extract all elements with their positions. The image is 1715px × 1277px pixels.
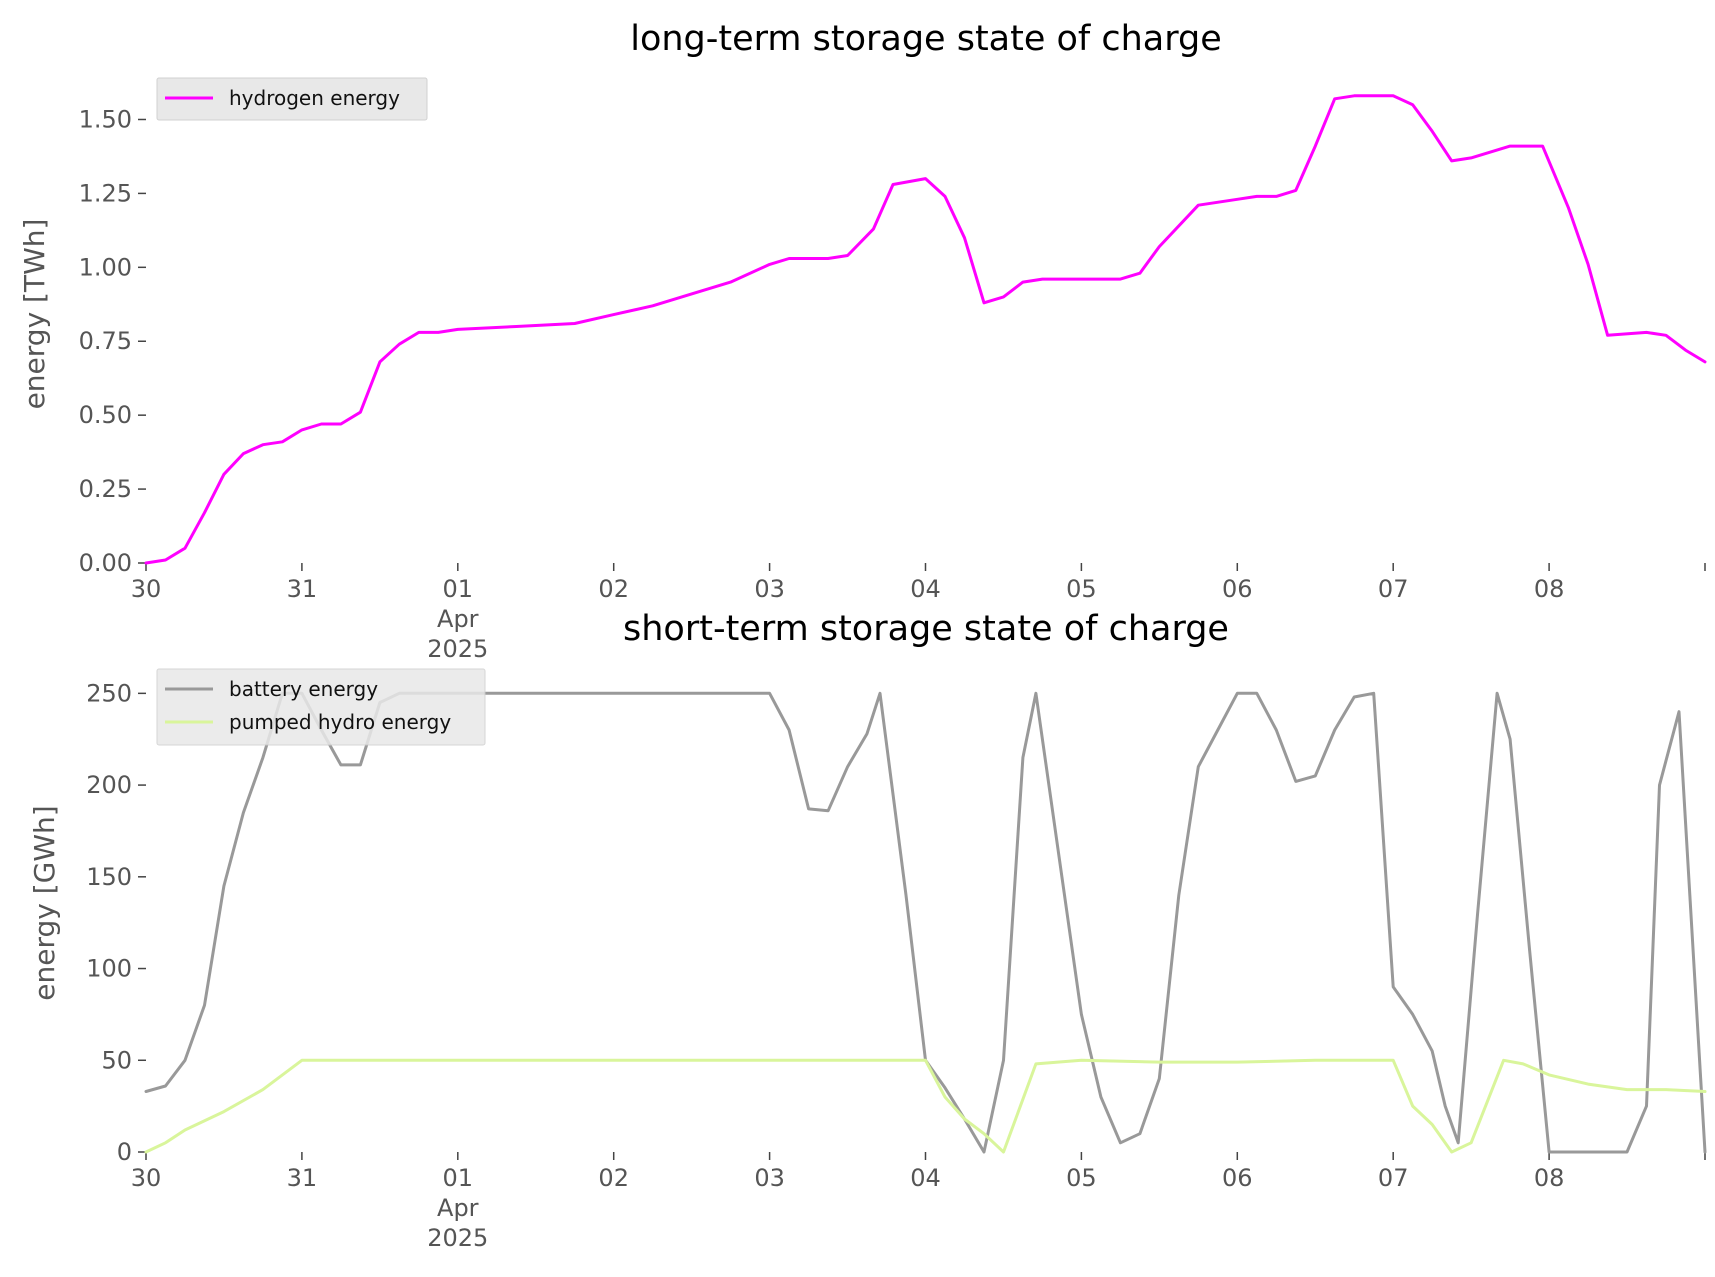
x-tick-label: 06: [1222, 575, 1253, 603]
legend-label-pumped-hydro: pumped hydro energy: [229, 710, 451, 734]
y-axis-label-long-term: energy [TWh]: [18, 219, 51, 410]
y-tick-label: 0.00: [79, 549, 132, 577]
x-tick-label: 03: [754, 575, 785, 603]
legend-label-battery: battery energy: [229, 677, 378, 701]
x-tick-label: 05: [1066, 575, 1097, 603]
x-tick-label: 07: [1378, 1164, 1409, 1192]
y-tick-label: 0.50: [79, 401, 132, 429]
chart-long-term: long-term storage state of charge energy…: [18, 19, 1707, 663]
y-axis-label-short-term: energy [GWh]: [28, 805, 61, 1000]
x-tick-label: 03: [754, 1164, 785, 1192]
legend-long-term: hydrogen energy: [156, 77, 428, 121]
y-tick-label: 0.75: [79, 327, 132, 355]
x-tick-label: 01: [443, 575, 474, 603]
y-tick-label: 0.25: [79, 475, 132, 503]
x-tick-label: 06: [1222, 1164, 1253, 1192]
y-tick-label: 1.50: [79, 105, 132, 133]
y-tick-label: 0: [117, 1138, 132, 1166]
legend-box: [156, 77, 428, 121]
legend-short-term: battery energy pumped hydro energy: [156, 668, 486, 746]
x-tick-label: 02: [598, 1164, 629, 1192]
legend-box: [156, 668, 486, 746]
x-tick-sublabel: 2025: [427, 635, 488, 663]
y-tick-label: 100: [86, 955, 132, 983]
y-tick-label: 250: [86, 679, 132, 707]
y-tick-label: 150: [86, 863, 132, 891]
x-tick-label: 30: [131, 575, 162, 603]
x-tick-label: 07: [1378, 575, 1409, 603]
series-line-hydrogen-energy: [144, 94, 1707, 565]
x-tick-label: 08: [1534, 575, 1565, 603]
chart-title-long-term: long-term storage state of charge: [630, 19, 1222, 59]
x-tick-label: 31: [287, 1164, 318, 1192]
x-tick-label: 02: [598, 575, 629, 603]
y-tick-label: 200: [86, 771, 132, 799]
x-tick-label: 01: [443, 1164, 474, 1192]
x-tick-label: 08: [1534, 1164, 1565, 1192]
x-tick-sublabel: Apr: [437, 1194, 479, 1222]
x-tick-label: 04: [910, 1164, 941, 1192]
x-tick-label: 05: [1066, 1164, 1097, 1192]
x-tick-label: 04: [910, 575, 941, 603]
chart-short-term: short-term storage state of charge energ…: [28, 609, 1707, 1252]
series-line-pumped-hydro-energy: [144, 1058, 1707, 1154]
y-tick-label: 1.00: [79, 253, 132, 281]
axes-long-term: 0.00 0.25 0.50 0.75 1.00 1.25 1.50 30 31 01Apr202…: [79, 94, 1707, 663]
series-line-battery-energy: [144, 691, 1707, 1154]
x-tick-sublabel: Apr: [437, 605, 479, 633]
y-tick-label: 50: [101, 1046, 132, 1074]
x-tick-label: 31: [287, 575, 318, 603]
legend-label-hydrogen: hydrogen energy: [229, 86, 400, 110]
y-tick-label: 1.25: [79, 179, 132, 207]
chart-title-short-term: short-term storage state of charge: [623, 609, 1229, 649]
x-tick-label: 30: [131, 1164, 162, 1192]
x-tick-sublabel: 2025: [427, 1224, 488, 1252]
